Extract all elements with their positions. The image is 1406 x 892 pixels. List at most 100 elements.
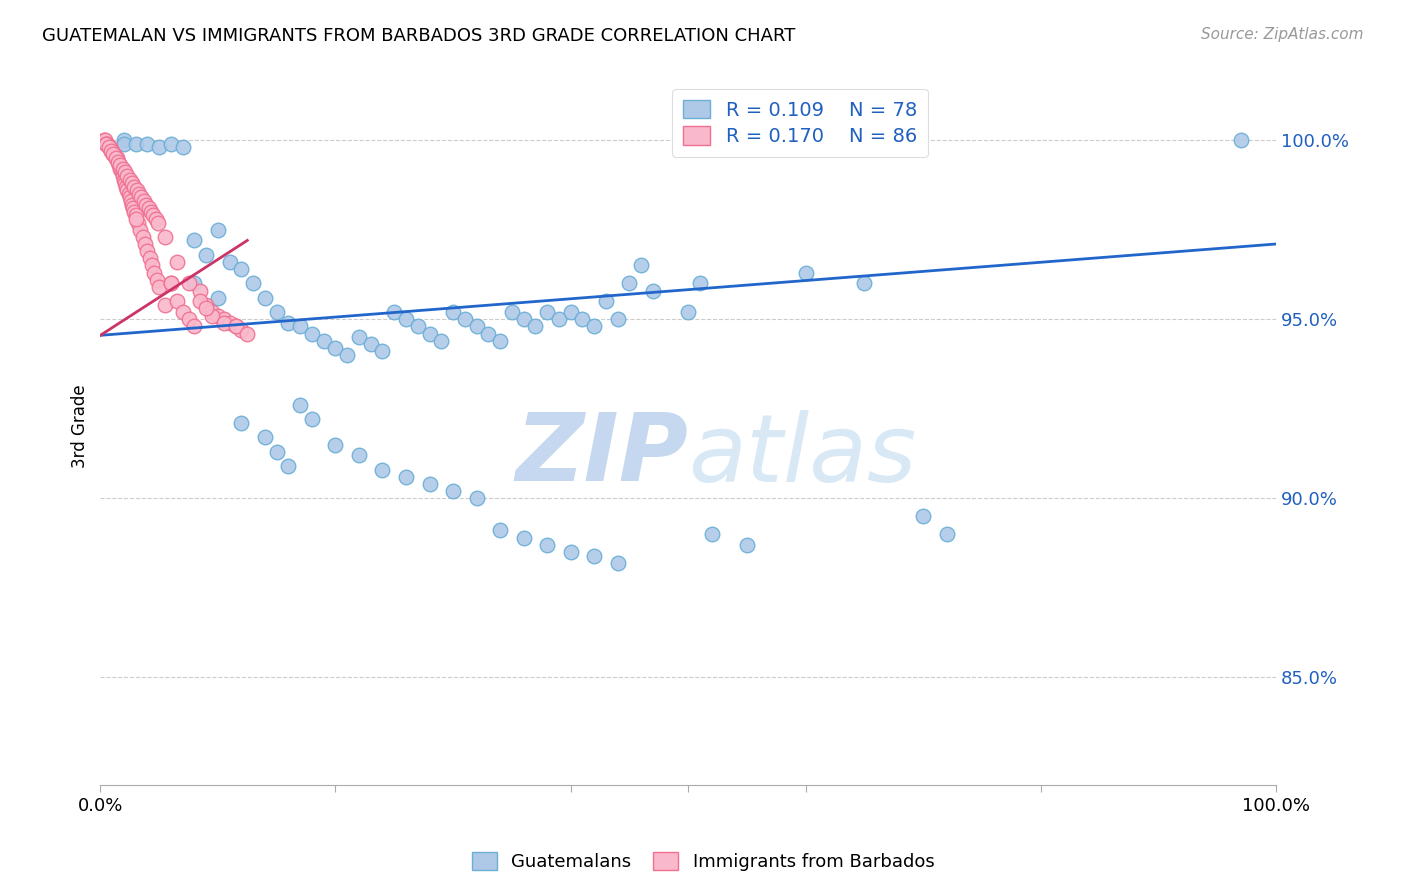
Point xyxy=(131,190,153,204)
Point xyxy=(142,208,165,222)
Point xyxy=(277,458,299,473)
Point xyxy=(336,348,359,362)
Point xyxy=(121,176,143,190)
Point xyxy=(630,259,652,273)
Point xyxy=(477,326,499,341)
Point xyxy=(512,312,534,326)
Point xyxy=(103,147,125,161)
Point xyxy=(524,319,547,334)
Point xyxy=(96,136,118,151)
Point xyxy=(112,133,135,147)
Point xyxy=(395,312,418,326)
Point xyxy=(139,204,162,219)
Point xyxy=(312,334,335,348)
Point xyxy=(117,186,139,201)
Point xyxy=(124,179,146,194)
Point xyxy=(231,262,253,277)
Point xyxy=(301,326,323,341)
Point xyxy=(195,298,218,312)
Point xyxy=(347,330,370,344)
Point xyxy=(371,344,394,359)
Point xyxy=(560,305,582,319)
Point xyxy=(100,144,122,158)
Point xyxy=(536,305,558,319)
Point xyxy=(325,437,347,451)
Point xyxy=(110,158,132,172)
Point xyxy=(121,197,143,211)
Point xyxy=(290,319,312,334)
Point xyxy=(108,158,131,172)
Point xyxy=(93,133,115,147)
Point xyxy=(290,398,312,412)
Point xyxy=(138,252,160,266)
Point xyxy=(641,284,664,298)
Point xyxy=(114,165,136,179)
Point xyxy=(107,154,129,169)
Point xyxy=(583,549,606,563)
Point xyxy=(117,169,139,183)
Point xyxy=(571,312,593,326)
Point xyxy=(231,323,253,337)
Point xyxy=(105,151,128,165)
Point xyxy=(127,215,149,229)
Point xyxy=(146,215,169,229)
Point xyxy=(465,491,488,506)
Point xyxy=(143,266,166,280)
Point xyxy=(195,301,218,316)
Point xyxy=(489,524,512,538)
Point xyxy=(489,334,512,348)
Point xyxy=(619,277,641,291)
Point xyxy=(418,477,440,491)
Point xyxy=(560,545,582,559)
Point xyxy=(347,448,370,462)
Point xyxy=(794,266,817,280)
Point xyxy=(218,316,240,330)
Point xyxy=(441,305,464,319)
Point xyxy=(98,140,121,154)
Point xyxy=(166,255,188,269)
Point xyxy=(129,222,152,236)
Point xyxy=(166,294,188,309)
Point xyxy=(141,259,163,273)
Point xyxy=(1229,133,1251,147)
Point xyxy=(253,291,276,305)
Point xyxy=(118,172,141,186)
Point xyxy=(100,144,122,158)
Point xyxy=(231,416,253,430)
Point xyxy=(183,277,205,291)
Point xyxy=(177,312,200,326)
Point xyxy=(112,136,135,151)
Point xyxy=(201,309,224,323)
Point xyxy=(103,147,125,161)
Point xyxy=(266,444,288,458)
Point xyxy=(131,230,153,244)
Point xyxy=(160,136,183,151)
Text: atlas: atlas xyxy=(688,409,917,500)
Text: Source: ZipAtlas.com: Source: ZipAtlas.com xyxy=(1201,27,1364,42)
Point xyxy=(547,312,569,326)
Point xyxy=(153,298,176,312)
Point xyxy=(207,291,229,305)
Legend: R = 0.109    N = 78, R = 0.170    N = 86: R = 0.109 N = 78, R = 0.170 N = 86 xyxy=(672,89,928,157)
Point xyxy=(148,140,170,154)
Point xyxy=(124,208,146,222)
Point xyxy=(225,319,247,334)
Point xyxy=(253,430,276,444)
Point xyxy=(242,277,264,291)
Point xyxy=(103,147,125,161)
Point xyxy=(120,194,142,208)
Point xyxy=(225,319,247,334)
Point xyxy=(465,319,488,334)
Point xyxy=(212,312,235,326)
Point xyxy=(172,140,194,154)
Point xyxy=(441,484,464,499)
Point xyxy=(118,190,141,204)
Point xyxy=(101,144,124,158)
Point xyxy=(183,234,205,248)
Point xyxy=(501,305,523,319)
Point xyxy=(160,277,183,291)
Point xyxy=(201,305,224,319)
Point xyxy=(112,172,135,186)
Point xyxy=(122,201,145,215)
Point xyxy=(128,186,150,201)
